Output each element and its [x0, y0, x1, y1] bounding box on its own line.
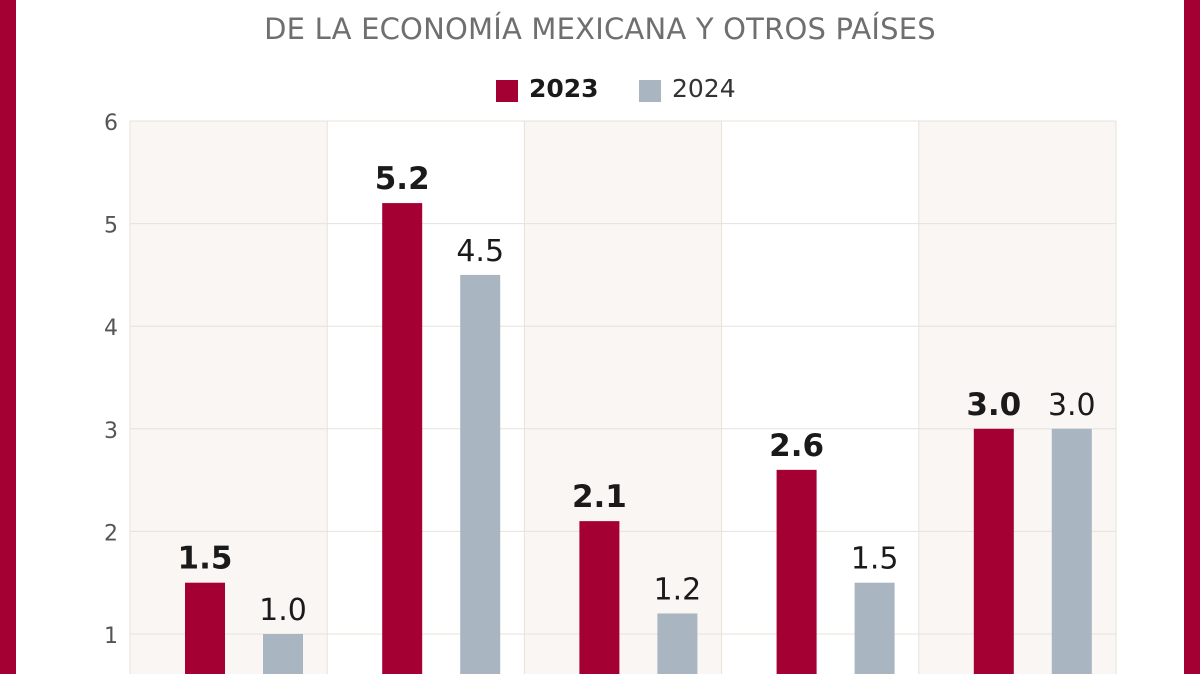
legend-swatch-2023 [496, 80, 518, 102]
value-label-2024-3: 1.2 [654, 572, 702, 607]
bar-2024-2 [460, 274, 501, 674]
y-tick-label-1: 1 [104, 624, 118, 649]
bar-2024-3 [657, 613, 698, 674]
value-label-2023-3: 2.1 [572, 479, 627, 515]
bar-2024-1 [263, 634, 303, 674]
value-label-2023-4: 2.6 [769, 428, 824, 464]
y-tick-label-3: 3 [104, 419, 118, 444]
bar-2024-4 [854, 582, 895, 674]
bar-2023-2 [382, 203, 423, 674]
y-tick-label-6: 6 [104, 111, 118, 136]
value-label-2024-4: 1.5 [851, 542, 899, 577]
y-tick-label-4: 4 [104, 316, 118, 341]
y-tick-label-2: 2 [104, 521, 118, 546]
value-label-2023-5: 3.0 [966, 387, 1021, 423]
y-tick-label-5: 5 [104, 214, 118, 239]
category-band-1 [130, 121, 328, 674]
legend-label-2024: 2024 [672, 74, 736, 103]
legend-label-2023: 2023 [529, 74, 599, 103]
value-label-2024-1: 1.0 [259, 593, 307, 628]
bar-2023-3 [579, 521, 620, 674]
value-label-2024-5: 3.0 [1048, 388, 1096, 423]
bar-2024-5 [1051, 428, 1092, 674]
category-band-3 [524, 121, 722, 674]
legend-swatch-2024 [639, 80, 661, 102]
value-label-2023-1: 1.5 [178, 541, 233, 577]
chart-title-line-2: DE LA ECONOMÍA MEXICANA Y OTROS PAÍSES [264, 12, 936, 46]
bar-chart: 1 2 3 4 5 6 1.5 5.2 2.1 2.6 3.0 1.0 4.5 1.2 1.5 3.0 [104, 111, 1117, 674]
bar-2023-5 [973, 428, 1014, 674]
value-label-2023-2: 5.2 [375, 161, 430, 197]
value-label-2024-2: 4.5 [456, 234, 504, 269]
category-band-4 [721, 121, 919, 674]
bar-2023-4 [776, 469, 817, 674]
bar-2023-1 [185, 582, 225, 674]
chart-panel: DE LA ECONOMÍA MEXICANA Y OTROS PAÍSES 2… [16, 0, 1184, 674]
